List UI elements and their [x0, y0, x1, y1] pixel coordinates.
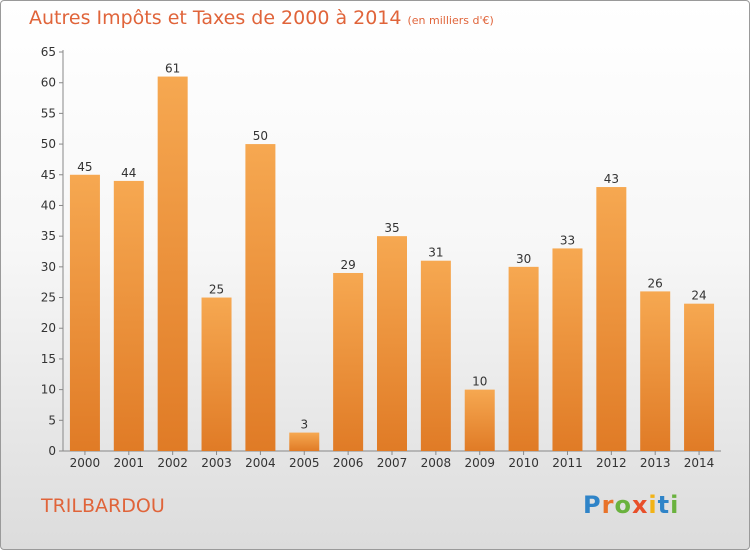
chart-title: Autres Impôts et Taxes de 2000 à 2014 (en…	[29, 7, 494, 29]
bar	[333, 272, 364, 451]
x-tick-label: 2001	[114, 456, 145, 470]
data-label: 50	[253, 129, 268, 143]
x-tick-label: 2009	[464, 456, 495, 470]
x-tick-label: 2003	[201, 456, 232, 470]
bar	[552, 248, 583, 451]
logo-letter: o	[614, 491, 632, 519]
data-label: 44	[121, 166, 136, 180]
y-tick-label: 40	[41, 198, 56, 212]
commune-name: TRILBARDOU	[41, 495, 165, 517]
x-tick-label: 2006	[333, 456, 364, 470]
bar	[157, 76, 188, 452]
bar	[508, 266, 539, 451]
bar	[684, 303, 715, 451]
y-tick-label: 35	[41, 229, 56, 243]
data-label: 33	[560, 233, 575, 247]
x-tick-label: 2004	[245, 456, 276, 470]
bar	[596, 187, 627, 452]
data-label: 3	[300, 418, 308, 432]
logo-letter: i	[670, 491, 680, 519]
logo-letter: x	[631, 491, 649, 519]
y-tick-label: 0	[48, 444, 56, 458]
proxiti-logo: Proxiti	[583, 491, 679, 519]
x-tick-label: 2008	[421, 456, 452, 470]
bar	[113, 180, 144, 451]
logo-letter: r	[601, 491, 615, 519]
y-tick-label: 15	[41, 352, 56, 366]
x-tick-label: 2007	[377, 456, 408, 470]
logo-letter: P	[583, 491, 602, 519]
bar	[640, 291, 671, 451]
y-tick-label: 55	[41, 106, 56, 120]
y-tick-label: 65	[41, 45, 56, 59]
y-tick-label: 20	[41, 321, 56, 335]
x-tick-label: 2014	[684, 456, 715, 470]
data-label: 29	[340, 258, 355, 272]
logo-letter: i	[648, 491, 658, 519]
chart-title-text: Autres Impôts et Taxes de 2000 à 2014	[29, 7, 402, 29]
y-tick-label: 5	[48, 413, 56, 427]
y-tick-label: 10	[41, 383, 56, 397]
data-label: 45	[77, 160, 92, 174]
bar	[245, 144, 276, 452]
x-tick-label: 2013	[640, 456, 671, 470]
data-label: 26	[648, 276, 663, 290]
data-label: 30	[516, 252, 531, 266]
y-tick-label: 30	[41, 260, 56, 274]
data-label: 43	[604, 172, 619, 186]
x-tick-label: 2000	[70, 456, 101, 470]
bar	[420, 260, 451, 451]
bar	[289, 432, 320, 451]
bar	[377, 236, 407, 451]
x-tick-label: 2011	[552, 456, 583, 470]
bar	[69, 174, 100, 451]
x-tick-label: 2012	[596, 456, 627, 470]
logo-letter: t	[657, 491, 671, 519]
data-label: 31	[428, 246, 443, 260]
bar	[464, 389, 495, 451]
x-tick-label: 2010	[508, 456, 539, 470]
data-label: 61	[165, 62, 180, 76]
y-tick-label: 45	[41, 168, 56, 182]
y-tick-label: 50	[41, 137, 56, 151]
chart-unit: (en milliers d'€)	[407, 14, 494, 27]
data-label: 24	[691, 289, 706, 303]
data-label: 10	[472, 375, 487, 389]
y-tick-label: 25	[41, 291, 56, 305]
x-tick-label: 2002	[157, 456, 188, 470]
data-label: 35	[384, 221, 399, 235]
bar	[201, 297, 232, 451]
data-label: 25	[209, 283, 224, 297]
x-tick-label: 2005	[289, 456, 320, 470]
y-tick-label: 60	[41, 76, 56, 90]
